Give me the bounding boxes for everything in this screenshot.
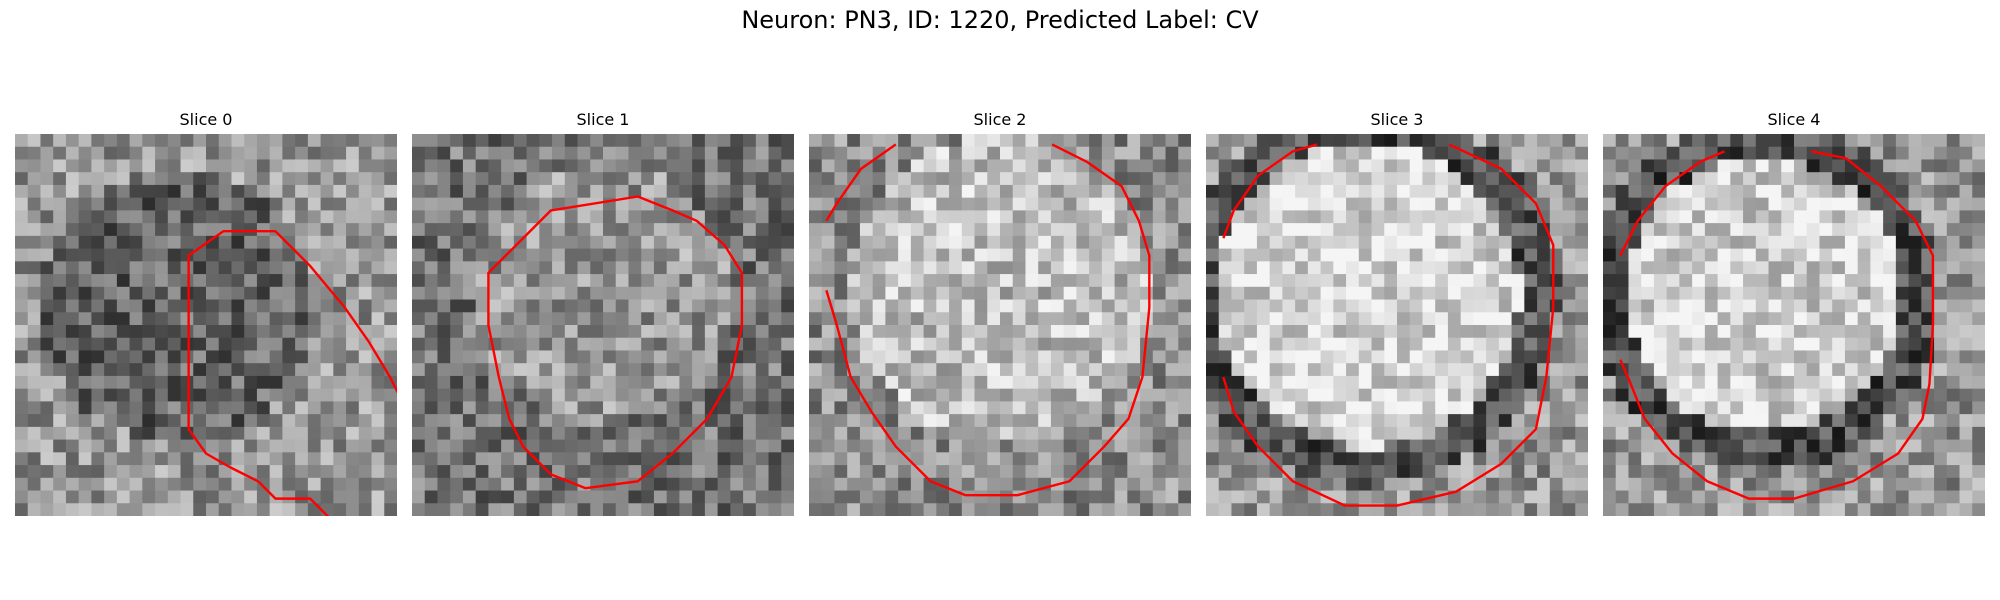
- slice-0-image: [15, 134, 397, 516]
- slice-0-contour: [187, 230, 397, 516]
- slice-2-image: [809, 134, 1191, 516]
- slice-4-title: Slice 4: [1767, 110, 1821, 129]
- slice-3-image: [1206, 134, 1588, 516]
- slice-3-contour: [1222, 143, 1555, 507]
- slice-1-contour: [487, 195, 744, 490]
- slice-1-title: Slice 1: [576, 110, 630, 129]
- figure-title: Neuron: PN3, ID: 1220, Predicted Label: …: [741, 6, 1259, 34]
- slice-3-title: Slice 3: [1370, 110, 1424, 129]
- slice-2-contour: [825, 143, 1151, 497]
- slice-4-contour: [1619, 150, 1935, 500]
- slice-1-image: [412, 134, 794, 516]
- slice-4-image: [1603, 134, 1985, 516]
- slice-2-title: Slice 2: [973, 110, 1027, 129]
- slice-0-title: Slice 0: [179, 110, 233, 129]
